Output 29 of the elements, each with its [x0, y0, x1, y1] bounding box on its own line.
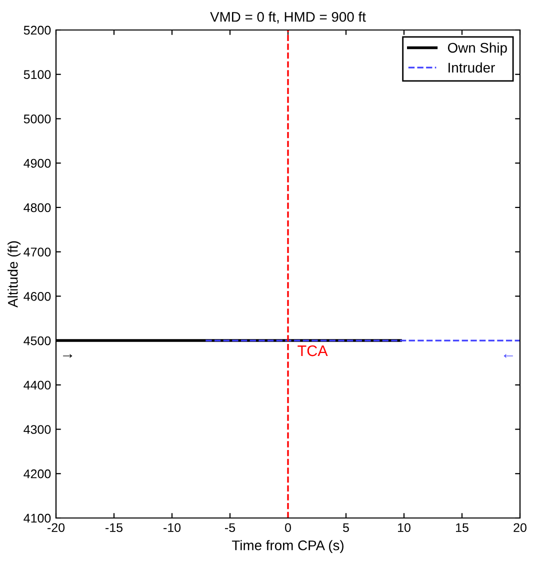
chart-title: VMD = 0 ft, HMD = 900 ft [210, 12, 366, 24]
y-tick-label: 4400 [24, 380, 51, 390]
x-tick-label: 20 [514, 523, 526, 532]
x-tick-label: 15 [456, 523, 468, 532]
x-tick-label: -15 [106, 523, 123, 532]
annotation: ← [504, 354, 513, 358]
x-tick-label: 0 [285, 523, 291, 532]
x-tick-label: -5 [225, 523, 236, 532]
y-tick-label: 5200 [24, 26, 51, 35]
x-tick-label: 5 [343, 523, 349, 532]
y-tick-label: 4200 [24, 469, 51, 478]
y-tick-label: 4800 [24, 203, 51, 212]
x-tick-label: 10 [398, 523, 410, 532]
x-tick-label: -10 [164, 523, 181, 532]
y-tick-label: 5000 [24, 114, 51, 124]
y-tick-label: 4900 [24, 158, 51, 168]
y-tick-label: 4100 [24, 514, 51, 523]
x-axis-title: Time from CPA (s) [232, 540, 344, 554]
y-tick-label: 4600 [24, 292, 51, 301]
ref-line-label: TCA [298, 345, 328, 356]
y-tick-label: 4500 [24, 336, 51, 346]
y-axis-title: Altitude (ft) [8, 241, 21, 308]
legend-label: Intruder [448, 62, 495, 73]
y-tick-label: 5100 [24, 70, 51, 80]
y-tick-label: 4700 [24, 248, 51, 256]
legend-label: Own Ship [448, 42, 507, 56]
y-tick-label: 4300 [24, 425, 51, 434]
x-tick-label: -20 [48, 523, 65, 532]
annotation: → [63, 354, 72, 358]
